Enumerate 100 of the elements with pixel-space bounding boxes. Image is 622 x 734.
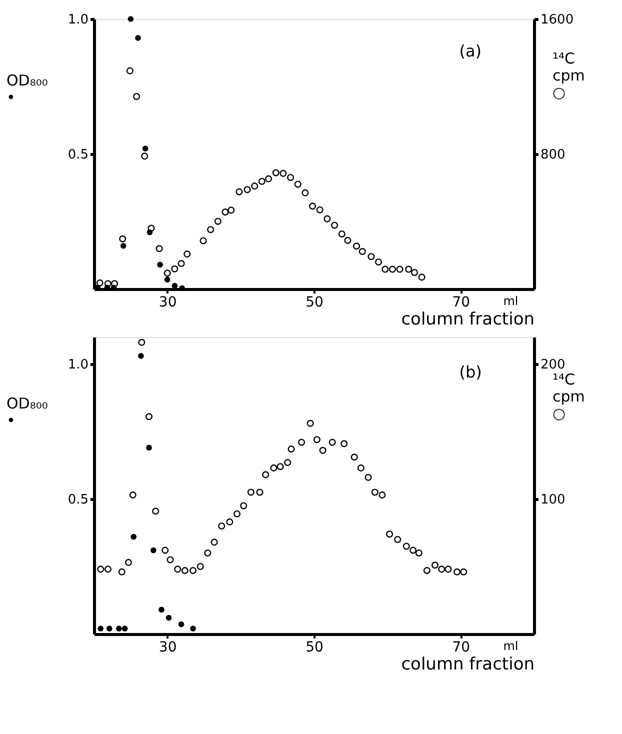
point	[207, 226, 214, 234]
y2-axis-title: ¹⁴C cpm ○	[552, 370, 585, 422]
point	[119, 235, 126, 242]
point	[138, 352, 144, 359]
point	[181, 567, 188, 574]
point	[258, 178, 266, 185]
point	[166, 556, 174, 564]
point	[210, 538, 218, 546]
point	[378, 491, 386, 498]
point	[270, 464, 278, 472]
point	[236, 188, 243, 196]
y-tick-label: 0.5	[68, 492, 88, 508]
point	[178, 260, 185, 268]
point	[338, 230, 346, 238]
point	[368, 253, 375, 260]
point	[265, 175, 272, 182]
point	[240, 502, 248, 510]
point	[124, 558, 132, 566]
x-tick-label: 70	[452, 640, 470, 656]
point	[256, 488, 264, 496]
point	[276, 463, 284, 470]
point	[280, 170, 287, 177]
point	[298, 438, 306, 446]
point	[162, 546, 169, 554]
point	[97, 566, 104, 573]
point	[222, 208, 229, 216]
point	[294, 180, 302, 188]
point	[340, 440, 348, 448]
x-tick-label: 50	[306, 294, 324, 310]
point	[184, 250, 191, 258]
point	[251, 182, 258, 190]
point	[415, 549, 422, 557]
point	[319, 446, 326, 454]
point	[156, 245, 163, 252]
point	[111, 280, 118, 288]
point	[316, 206, 324, 214]
point	[344, 236, 352, 244]
point	[423, 567, 430, 574]
point	[453, 568, 461, 576]
point	[371, 488, 378, 496]
point	[409, 546, 417, 554]
point	[148, 224, 155, 232]
point	[353, 242, 360, 250]
x-axis-title: column fraction	[401, 310, 534, 330]
y2-tick-label: 1600	[540, 12, 574, 28]
point	[196, 562, 204, 570]
point	[382, 266, 389, 273]
y-tick-label: 1.0	[68, 358, 88, 372]
point	[313, 436, 320, 444]
point	[394, 536, 402, 544]
y-tick-label: 1.0	[68, 12, 88, 28]
point	[226, 518, 234, 526]
point	[106, 626, 112, 632]
point	[244, 186, 251, 194]
point	[200, 237, 207, 244]
point	[178, 621, 184, 628]
point	[288, 446, 295, 453]
point	[189, 567, 197, 574]
point	[324, 215, 331, 222]
point	[460, 568, 468, 576]
y-tick-label: 0.5	[68, 148, 88, 162]
point	[166, 614, 172, 621]
point	[146, 444, 152, 451]
point	[120, 242, 126, 249]
point	[306, 420, 314, 427]
x-tick-label: 50	[306, 640, 324, 656]
point	[98, 626, 104, 632]
point	[190, 626, 196, 632]
point	[157, 262, 163, 268]
point	[145, 413, 153, 420]
annotation: (a)	[459, 41, 482, 60]
y2-tick-label: 800	[540, 148, 566, 162]
point	[130, 534, 137, 540]
text: ml	[503, 639, 518, 653]
point	[96, 279, 104, 286]
point	[164, 276, 170, 282]
point	[431, 562, 439, 569]
point	[357, 464, 364, 472]
y2-axis-title: ¹⁴C cpm ○	[552, 50, 585, 102]
point	[410, 268, 418, 276]
text: ml	[503, 294, 518, 308]
point	[104, 566, 112, 573]
point	[142, 146, 148, 152]
point	[328, 438, 336, 446]
point	[122, 626, 128, 632]
point	[284, 459, 292, 466]
y-axis-title: OD₈₀₀ •	[6, 394, 48, 430]
point	[287, 174, 294, 181]
point	[204, 549, 212, 557]
point	[438, 566, 446, 573]
point	[388, 266, 396, 273]
y2-tick-label: 100	[540, 492, 566, 508]
point	[128, 16, 134, 22]
point	[133, 92, 140, 100]
point	[218, 522, 226, 530]
point	[214, 218, 222, 225]
y2-tick-label: 200	[540, 358, 566, 372]
point	[233, 510, 241, 518]
point	[396, 266, 404, 273]
x-tick-label: 30	[158, 640, 177, 656]
